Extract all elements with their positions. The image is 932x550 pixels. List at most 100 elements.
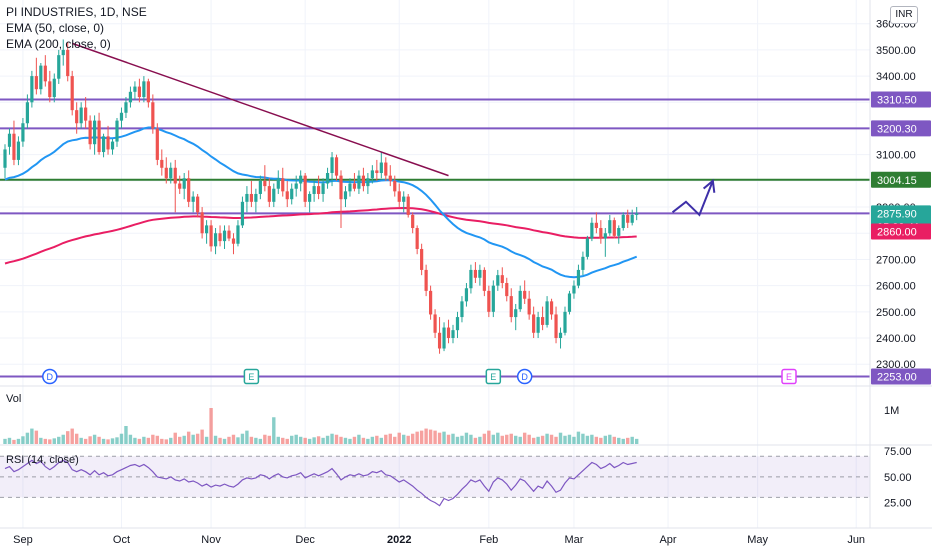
- candle-body: [21, 123, 25, 142]
- candle: [173, 159, 177, 213]
- candle-body: [97, 120, 101, 153]
- candle: [12, 120, 16, 166]
- candle-body: [523, 290, 527, 299]
- candle: [263, 165, 267, 192]
- candle-body: [254, 193, 258, 202]
- candle: [496, 269, 500, 291]
- candle-body: [66, 49, 70, 77]
- candle: [34, 57, 38, 95]
- candle-body: [352, 183, 357, 189]
- candle-body: [93, 120, 97, 145]
- candle: [222, 225, 227, 249]
- earnings-marker-label: E: [786, 372, 792, 382]
- candle-body: [563, 311, 567, 333]
- volume-pane-label: Vol: [6, 393, 22, 405]
- price-tick-label: 2700.00: [876, 254, 916, 266]
- candle-body: [599, 228, 603, 239]
- candle: [469, 264, 473, 294]
- candle: [258, 175, 262, 200]
- trendline-drawing[interactable]: [71, 42, 449, 177]
- arrow-path: [671, 180, 714, 217]
- candle: [536, 311, 540, 339]
- volume-bar: [25, 432, 30, 444]
- event-marker-D[interactable]: D: [516, 368, 533, 385]
- candle-body: [420, 248, 424, 270]
- candle-body: [146, 81, 150, 103]
- candle-body: [536, 317, 540, 333]
- candle-body: [48, 81, 52, 98]
- volume-bar: [536, 436, 540, 444]
- candle: [626, 209, 630, 229]
- candle-body: [61, 49, 65, 56]
- volume-bar: [146, 437, 151, 444]
- candle-body: [339, 175, 343, 200]
- candle-body: [312, 186, 316, 194]
- candle-body: [496, 275, 500, 286]
- currency-button[interactable]: INR: [890, 6, 918, 24]
- event-marker-E[interactable]: E: [243, 368, 260, 385]
- event-marker-D[interactable]: D: [42, 368, 58, 385]
- candle-body: [455, 317, 460, 331]
- volume-bar: [563, 435, 567, 444]
- ema200-legend: EMA (200, close, 0): [6, 37, 111, 51]
- volume-bar: [514, 435, 518, 444]
- level-badge-3004.15: 3004.15: [871, 171, 931, 188]
- candle: [442, 322, 446, 352]
- candle-body: [325, 173, 330, 184]
- volume-bar: [406, 435, 410, 444]
- candle: [30, 70, 34, 108]
- candle-body: [303, 175, 307, 202]
- candle-body: [281, 178, 285, 192]
- candle-body: [388, 175, 392, 181]
- candle: [312, 180, 316, 202]
- event-marker-E[interactable]: E: [485, 368, 502, 385]
- volume-bar: [527, 434, 531, 444]
- projection-arrow[interactable]: [671, 178, 716, 217]
- time-axis[interactable]: Sep Oct Nov Dec 2022 Feb Mar Apr May Jun: [13, 534, 865, 546]
- price-tick-label: 2600.00: [876, 281, 916, 293]
- earnings-icon: [243, 368, 260, 385]
- volume-bar: [298, 436, 303, 444]
- candle: [227, 225, 231, 242]
- volume-bar: [343, 437, 348, 444]
- event-marker-E[interactable]: E: [781, 368, 797, 385]
- candle-body: [213, 233, 218, 247]
- volume-bar: [285, 438, 289, 444]
- volume-bar: [312, 437, 316, 444]
- volume-bar: [204, 436, 209, 444]
- candle: [343, 186, 348, 208]
- candle: [603, 228, 607, 257]
- level-badge-3310.50-text: 3310.50: [877, 95, 917, 107]
- candle-body: [464, 288, 469, 302]
- candle-body: [133, 86, 137, 92]
- candle-body: [446, 327, 451, 339]
- volume-bar: [231, 434, 236, 444]
- volume-bar: [16, 438, 21, 444]
- candle: [7, 128, 12, 155]
- candle-body: [294, 183, 298, 189]
- candle: [487, 285, 491, 318]
- rsi-line: [4, 459, 637, 507]
- volume-bar: [79, 437, 83, 444]
- ema200-badge-text: 2860.00: [877, 227, 917, 239]
- candle: [334, 154, 339, 181]
- last-price-badge-text: 2875.90: [877, 208, 917, 220]
- candle: [205, 220, 209, 244]
- volume-bar: [30, 428, 34, 444]
- candle: [137, 78, 141, 103]
- candle-body: [128, 91, 133, 103]
- price-tick-label: 2300.00: [876, 359, 916, 371]
- candle: [590, 217, 594, 242]
- volume-bar: [603, 435, 608, 444]
- candle: [433, 309, 437, 339]
- candle-body: [585, 238, 589, 257]
- volume-bar: [151, 434, 155, 444]
- pane-separators[interactable]: [0, 0, 932, 529]
- rsi-pane-label: RSI (14, close): [6, 454, 79, 466]
- volume-bar: [352, 436, 357, 444]
- candle: [110, 138, 115, 155]
- candle-body: [572, 285, 576, 294]
- volume-bar: [496, 432, 500, 444]
